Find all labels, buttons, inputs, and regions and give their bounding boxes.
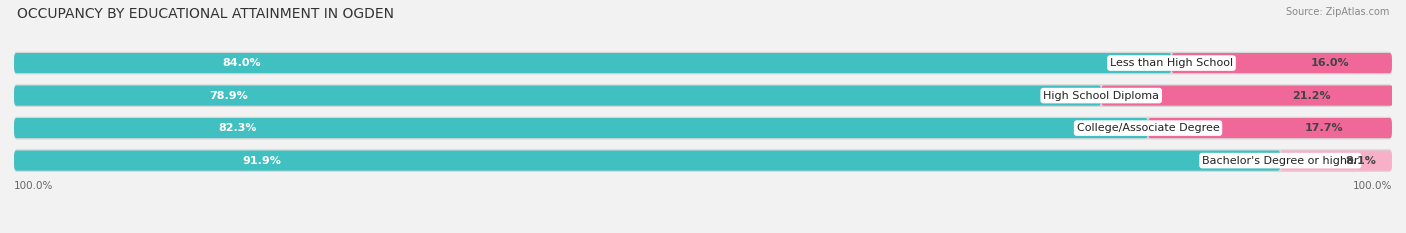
Text: 21.2%: 21.2% <box>1292 91 1331 101</box>
Text: 16.0%: 16.0% <box>1310 58 1350 68</box>
FancyBboxPatch shape <box>14 117 1392 140</box>
FancyBboxPatch shape <box>14 84 1392 107</box>
FancyBboxPatch shape <box>14 52 1392 75</box>
Text: 84.0%: 84.0% <box>222 58 262 68</box>
FancyBboxPatch shape <box>14 86 1101 106</box>
FancyBboxPatch shape <box>14 53 1171 73</box>
Text: 91.9%: 91.9% <box>242 156 281 166</box>
FancyBboxPatch shape <box>14 149 1392 172</box>
FancyBboxPatch shape <box>1101 86 1393 106</box>
FancyBboxPatch shape <box>1171 53 1392 73</box>
Text: 82.3%: 82.3% <box>218 123 257 133</box>
Text: 78.9%: 78.9% <box>209 91 249 101</box>
FancyBboxPatch shape <box>14 118 1149 138</box>
FancyBboxPatch shape <box>1149 118 1392 138</box>
Text: 8.1%: 8.1% <box>1346 156 1376 166</box>
Text: Source: ZipAtlas.com: Source: ZipAtlas.com <box>1285 7 1389 17</box>
FancyBboxPatch shape <box>1281 151 1392 171</box>
Text: High School Diploma: High School Diploma <box>1043 91 1159 101</box>
Text: 100.0%: 100.0% <box>14 181 53 191</box>
Text: Bachelor's Degree or higher: Bachelor's Degree or higher <box>1202 156 1358 166</box>
Text: College/Associate Degree: College/Associate Degree <box>1077 123 1219 133</box>
Text: 100.0%: 100.0% <box>1353 181 1392 191</box>
Text: OCCUPANCY BY EDUCATIONAL ATTAINMENT IN OGDEN: OCCUPANCY BY EDUCATIONAL ATTAINMENT IN O… <box>17 7 394 21</box>
Text: Less than High School: Less than High School <box>1109 58 1233 68</box>
FancyBboxPatch shape <box>14 151 1281 171</box>
Text: 17.7%: 17.7% <box>1305 123 1343 133</box>
